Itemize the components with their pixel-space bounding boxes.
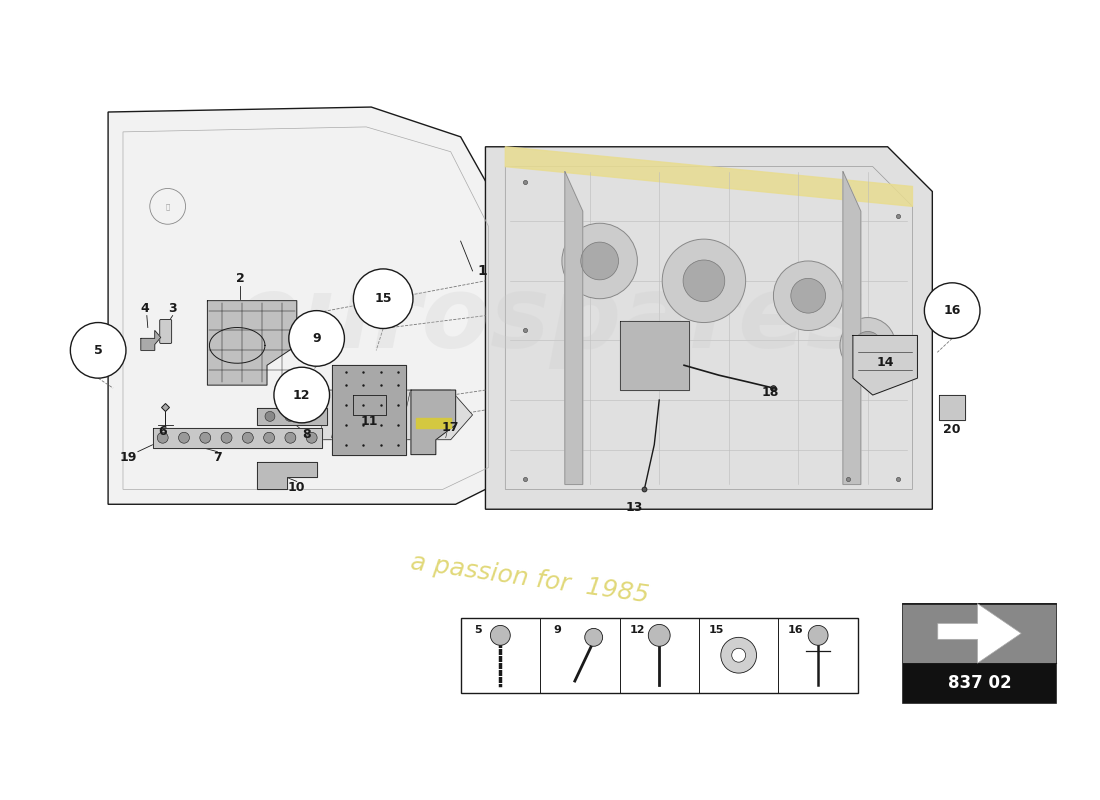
Text: 4: 4	[141, 302, 150, 315]
Circle shape	[178, 432, 189, 443]
Circle shape	[585, 629, 603, 646]
Bar	[461, 618, 858, 693]
Text: 14: 14	[877, 356, 894, 369]
Polygon shape	[353, 395, 386, 415]
Circle shape	[791, 278, 826, 313]
Polygon shape	[505, 146, 913, 206]
Circle shape	[491, 626, 510, 646]
Text: 5: 5	[94, 344, 102, 357]
Circle shape	[285, 411, 295, 422]
Text: 12: 12	[293, 389, 310, 402]
Text: 8: 8	[302, 428, 311, 442]
Polygon shape	[619, 321, 689, 390]
Text: 10: 10	[288, 481, 306, 494]
Circle shape	[720, 638, 757, 673]
Circle shape	[581, 242, 618, 280]
Text: 11: 11	[361, 415, 378, 428]
Circle shape	[242, 432, 253, 443]
Circle shape	[732, 648, 746, 662]
Text: 15: 15	[374, 292, 392, 306]
Text: 🐂: 🐂	[165, 203, 169, 210]
Text: 3: 3	[168, 302, 177, 315]
Circle shape	[353, 269, 412, 329]
Text: 1: 1	[477, 264, 487, 278]
Circle shape	[265, 411, 275, 422]
Polygon shape	[485, 146, 933, 510]
Text: eurospares: eurospares	[233, 272, 867, 369]
Circle shape	[854, 331, 882, 359]
Text: 15: 15	[708, 626, 724, 635]
Circle shape	[70, 322, 126, 378]
Polygon shape	[411, 390, 455, 454]
Polygon shape	[257, 462, 317, 490]
Polygon shape	[321, 390, 473, 440]
Text: 7: 7	[213, 451, 222, 464]
Circle shape	[648, 625, 670, 646]
Circle shape	[840, 318, 895, 373]
Circle shape	[200, 432, 211, 443]
Bar	[902, 603, 1056, 703]
Polygon shape	[565, 171, 583, 485]
Polygon shape	[843, 171, 861, 485]
Text: 6: 6	[158, 426, 167, 438]
Circle shape	[662, 239, 746, 322]
Text: 18: 18	[762, 386, 779, 398]
Text: 2: 2	[235, 272, 244, 286]
Circle shape	[306, 432, 317, 443]
Bar	[902, 603, 1056, 663]
Text: 16: 16	[788, 626, 804, 635]
Text: 9: 9	[553, 626, 561, 635]
FancyBboxPatch shape	[160, 319, 172, 343]
Polygon shape	[852, 335, 917, 395]
Circle shape	[285, 432, 296, 443]
Circle shape	[221, 432, 232, 443]
Text: 9: 9	[312, 332, 321, 345]
Text: a passion for  1985: a passion for 1985	[409, 550, 651, 607]
Circle shape	[683, 260, 725, 302]
Text: 5: 5	[474, 626, 482, 635]
Circle shape	[264, 432, 275, 443]
Circle shape	[773, 261, 843, 330]
Circle shape	[157, 432, 168, 443]
Polygon shape	[416, 418, 451, 428]
Polygon shape	[141, 330, 161, 350]
Polygon shape	[108, 107, 505, 504]
Text: 837 02: 837 02	[948, 674, 1011, 692]
Text: 17: 17	[442, 422, 460, 434]
Circle shape	[274, 367, 330, 423]
Text: 12: 12	[629, 626, 645, 635]
Circle shape	[305, 411, 315, 422]
Polygon shape	[153, 428, 321, 448]
Circle shape	[289, 310, 344, 366]
Polygon shape	[939, 395, 965, 420]
Text: 19: 19	[119, 451, 136, 464]
Polygon shape	[331, 366, 406, 454]
Polygon shape	[208, 301, 297, 385]
Circle shape	[808, 626, 828, 646]
Text: 13: 13	[626, 501, 644, 514]
Circle shape	[924, 283, 980, 338]
Text: 16: 16	[944, 304, 961, 317]
Text: 20: 20	[944, 423, 961, 436]
Circle shape	[562, 223, 637, 298]
Bar	[902, 663, 1056, 703]
Polygon shape	[257, 408, 327, 425]
Polygon shape	[938, 603, 1021, 663]
